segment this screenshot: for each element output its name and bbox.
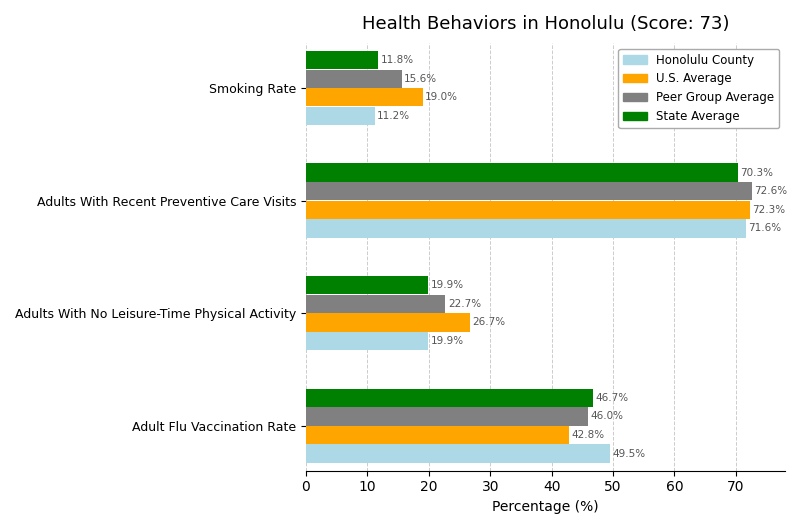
X-axis label: Percentage (%): Percentage (%) [492, 500, 598, 514]
Bar [306, 200, 750, 219]
Text: 72.6%: 72.6% [754, 186, 787, 196]
Bar [306, 313, 470, 332]
Text: 46.0%: 46.0% [591, 412, 624, 422]
Bar [306, 88, 422, 106]
Text: 42.8%: 42.8% [571, 430, 605, 440]
Bar [306, 332, 428, 350]
Text: 71.6%: 71.6% [748, 223, 782, 233]
Title: Health Behaviors in Honolulu (Score: 73): Health Behaviors in Honolulu (Score: 73) [362, 15, 730, 33]
Bar [306, 407, 589, 425]
Bar [306, 220, 746, 238]
Bar [306, 444, 610, 463]
Text: 70.3%: 70.3% [740, 168, 773, 178]
Text: 11.8%: 11.8% [381, 55, 414, 65]
Bar [306, 51, 378, 69]
Text: 22.7%: 22.7% [448, 299, 481, 309]
Text: 49.5%: 49.5% [613, 449, 646, 459]
Bar [306, 426, 569, 444]
Text: 26.7%: 26.7% [473, 317, 506, 327]
Bar [306, 276, 428, 294]
Bar [306, 107, 374, 125]
Bar [306, 389, 593, 407]
Text: 19.9%: 19.9% [430, 280, 464, 290]
Bar [306, 295, 446, 313]
Text: 19.9%: 19.9% [430, 336, 464, 346]
Bar [306, 163, 738, 182]
Text: 15.6%: 15.6% [404, 74, 438, 84]
Legend: Honolulu County, U.S. Average, Peer Group Average, State Average: Honolulu County, U.S. Average, Peer Grou… [618, 49, 779, 128]
Text: 46.7%: 46.7% [595, 393, 628, 403]
Bar [306, 69, 402, 88]
Text: 72.3%: 72.3% [753, 205, 786, 215]
Bar [306, 182, 752, 200]
Text: 19.0%: 19.0% [425, 92, 458, 102]
Text: 11.2%: 11.2% [378, 111, 410, 121]
